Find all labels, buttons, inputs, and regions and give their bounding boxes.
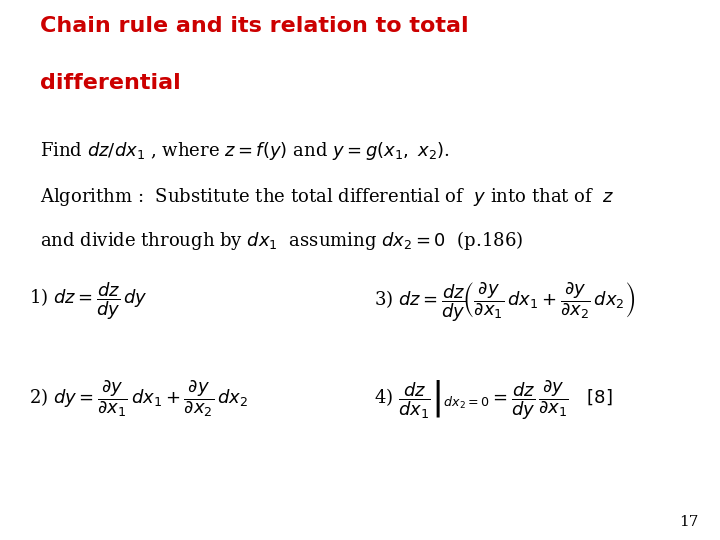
- Text: differential: differential: [40, 73, 180, 93]
- Text: Algorithm :  Substitute the total differential of  $y$ into that of  $z$: Algorithm : Substitute the total differe…: [40, 186, 614, 208]
- Text: 17: 17: [679, 515, 698, 529]
- Text: 3) $dz = \dfrac{dz}{dy}\!\left(\dfrac{\partial y}{\partial x_1}\,dx_1 + \dfrac{\: 3) $dz = \dfrac{dz}{dy}\!\left(\dfrac{\p…: [374, 281, 636, 325]
- Text: Find $dz/dx_1$ , where $z = f(y)$ and $y = g(x_1,\ x_2)$.: Find $dz/dx_1$ , where $z = f(y)$ and $y…: [40, 140, 449, 163]
- Text: 2) $dy = \dfrac{\partial y}{\partial x_1}\,dx_1 + \dfrac{\partial y}{\partial x_: 2) $dy = \dfrac{\partial y}{\partial x_1…: [29, 378, 248, 419]
- Text: 4) $\left.\dfrac{dz}{dx_1}\right|_{dx_2=0} = \dfrac{dz}{dy}\,\dfrac{\partial y}{: 4) $\left.\dfrac{dz}{dx_1}\right|_{dx_2=…: [374, 378, 613, 422]
- Text: and divide through by $dx_1$  assuming $dx_2 = 0$  (p.186): and divide through by $dx_1$ assuming $d…: [40, 230, 523, 253]
- Text: 1) $dz = \dfrac{dz}{dy}\,dy$: 1) $dz = \dfrac{dz}{dy}\,dy$: [29, 281, 148, 322]
- Text: Chain rule and its relation to total: Chain rule and its relation to total: [40, 16, 468, 36]
